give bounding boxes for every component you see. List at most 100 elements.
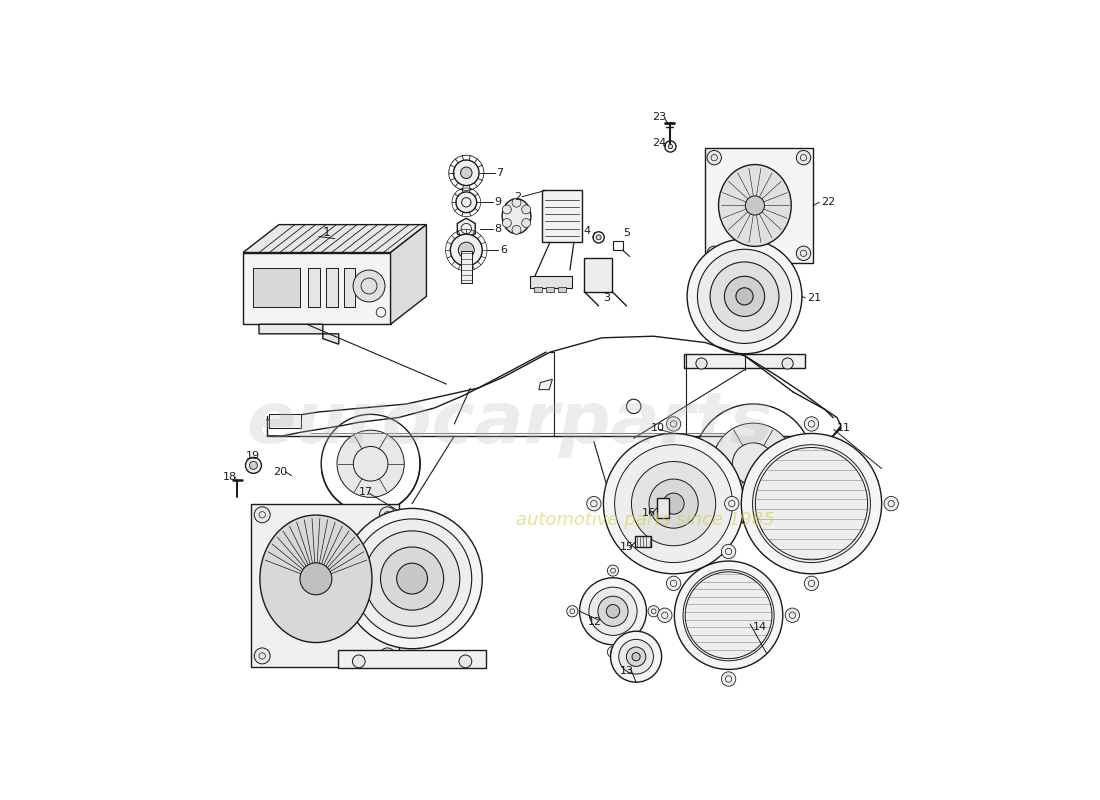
Circle shape: [722, 672, 736, 686]
Bar: [546, 286, 554, 291]
Text: 6: 6: [499, 245, 507, 255]
Polygon shape: [251, 504, 398, 667]
Circle shape: [649, 479, 698, 528]
Ellipse shape: [718, 165, 791, 246]
Circle shape: [254, 507, 271, 522]
Circle shape: [503, 205, 512, 214]
Text: 4: 4: [583, 226, 591, 236]
Circle shape: [796, 246, 811, 261]
Text: 23: 23: [652, 112, 667, 122]
Polygon shape: [243, 253, 390, 324]
Circle shape: [397, 563, 428, 594]
Text: 22: 22: [821, 198, 835, 207]
Circle shape: [648, 606, 659, 617]
Circle shape: [521, 218, 530, 227]
Bar: [657, 498, 669, 518]
Circle shape: [688, 239, 802, 354]
Circle shape: [352, 655, 365, 668]
Circle shape: [250, 462, 257, 470]
Circle shape: [503, 218, 512, 227]
Circle shape: [455, 192, 476, 213]
Circle shape: [379, 507, 395, 522]
Bar: [270, 414, 301, 428]
Polygon shape: [458, 218, 475, 239]
Circle shape: [725, 276, 764, 317]
Circle shape: [711, 262, 779, 331]
Circle shape: [342, 509, 482, 649]
Text: eurocarparts: eurocarparts: [246, 390, 773, 458]
Bar: [558, 286, 565, 291]
Text: 18: 18: [223, 472, 238, 482]
Circle shape: [746, 196, 764, 215]
Circle shape: [598, 596, 628, 626]
Circle shape: [713, 423, 794, 505]
Text: 21: 21: [806, 293, 821, 303]
Circle shape: [668, 144, 672, 149]
Circle shape: [566, 606, 578, 617]
Circle shape: [352, 519, 472, 638]
Circle shape: [674, 561, 783, 670]
Text: 15: 15: [619, 542, 634, 553]
Text: 24: 24: [652, 138, 667, 148]
Text: 1: 1: [322, 226, 331, 239]
Circle shape: [736, 288, 754, 305]
Circle shape: [725, 497, 739, 511]
Circle shape: [588, 587, 637, 635]
Circle shape: [804, 417, 818, 431]
Circle shape: [580, 578, 647, 645]
Circle shape: [707, 246, 722, 261]
Circle shape: [453, 160, 478, 186]
Circle shape: [741, 434, 881, 574]
Circle shape: [461, 167, 472, 178]
Bar: [339, 650, 486, 668]
Text: 11: 11: [837, 423, 851, 433]
Text: 5: 5: [624, 227, 630, 238]
Circle shape: [782, 358, 793, 369]
Bar: [684, 354, 805, 368]
Polygon shape: [258, 324, 339, 344]
Circle shape: [596, 235, 601, 240]
Circle shape: [658, 608, 672, 622]
Circle shape: [379, 648, 395, 664]
Circle shape: [785, 608, 800, 622]
Bar: [461, 251, 472, 283]
Bar: [535, 286, 542, 291]
Ellipse shape: [503, 198, 531, 234]
Text: 17: 17: [359, 486, 373, 497]
Bar: [308, 269, 320, 306]
Circle shape: [450, 234, 482, 266]
Circle shape: [353, 270, 385, 302]
Bar: [636, 536, 651, 547]
Bar: [584, 258, 613, 291]
Circle shape: [607, 646, 618, 658]
Circle shape: [381, 547, 443, 610]
Polygon shape: [539, 379, 552, 390]
Circle shape: [245, 458, 262, 474]
Bar: [613, 241, 623, 250]
Circle shape: [606, 605, 619, 618]
Circle shape: [631, 462, 716, 546]
Circle shape: [884, 497, 899, 511]
Bar: [326, 269, 338, 306]
Circle shape: [254, 648, 271, 664]
Circle shape: [626, 647, 646, 666]
Circle shape: [619, 639, 653, 674]
Circle shape: [746, 497, 760, 511]
Text: 7: 7: [496, 168, 504, 178]
Circle shape: [364, 531, 460, 626]
Circle shape: [697, 250, 792, 343]
Circle shape: [707, 150, 722, 165]
Circle shape: [796, 150, 811, 165]
Text: 12: 12: [588, 617, 603, 626]
Text: 16: 16: [641, 508, 656, 518]
Circle shape: [632, 653, 640, 661]
Text: 8: 8: [494, 223, 502, 234]
Circle shape: [683, 570, 774, 661]
Circle shape: [604, 434, 744, 574]
Circle shape: [337, 430, 404, 498]
Text: 10: 10: [650, 423, 664, 433]
Circle shape: [607, 565, 618, 576]
Circle shape: [696, 358, 707, 369]
Circle shape: [615, 445, 733, 562]
Circle shape: [521, 205, 530, 214]
